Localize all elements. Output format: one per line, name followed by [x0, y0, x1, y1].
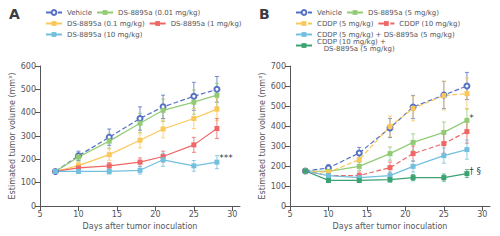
svg-text:200: 200 — [21, 155, 36, 164]
svg-text:600: 600 — [21, 62, 36, 71]
svg-text:300: 300 — [21, 132, 36, 141]
svg-text:† §: † § — [469, 166, 481, 176]
svg-text:DS-8895a (1 mg/kg): DS-8895a (1 mg/kg) — [171, 20, 242, 28]
svg-text:5: 5 — [287, 210, 292, 219]
svg-text:Estimated tumor volume (mm³): Estimated tumor volume (mm³) — [8, 73, 17, 200]
svg-text:DS-8895a (0.1 mg/kg): DS-8895a (0.1 mg/kg) — [67, 20, 145, 28]
svg-text:500: 500 — [21, 85, 36, 94]
svg-text:400: 400 — [271, 122, 286, 131]
svg-text:300: 300 — [271, 142, 286, 151]
svg-text:0: 0 — [31, 202, 36, 211]
svg-text:DS-8895a (5 mg/kg): DS-8895a (5 mg/kg) — [368, 9, 439, 17]
svg-text:Days after tumor inoculation: Days after tumor inoculation — [333, 222, 448, 231]
svg-text:***: *** — [219, 153, 233, 163]
svg-text:DS-8895a (0.01 mg/kg): DS-8895a (0.01 mg/kg) — [118, 9, 200, 17]
svg-text:20: 20 — [400, 210, 410, 219]
svg-text:Vehicle: Vehicle — [317, 9, 342, 17]
svg-text:400: 400 — [21, 108, 36, 117]
svg-text:DS-8895a (10 mg/kg): DS-8895a (10 mg/kg) — [67, 31, 143, 39]
svg-text:Vehicle: Vehicle — [67, 9, 92, 17]
svg-text:B: B — [259, 6, 270, 22]
svg-text:25: 25 — [189, 210, 199, 219]
svg-text:500: 500 — [271, 102, 286, 111]
svg-text:Estimated tumor volume (mm³): Estimated tumor volume (mm³) — [258, 73, 267, 200]
svg-text:0: 0 — [281, 202, 286, 211]
svg-text:30: 30 — [477, 210, 487, 219]
svg-text:700: 700 — [271, 62, 286, 71]
svg-text:5: 5 — [37, 210, 42, 219]
svg-text:CDDP (5 mg/kg): CDDP (5 mg/kg) — [317, 20, 374, 28]
svg-text:CDDP (5 mg/kg) + DS-8895a (5 m: CDDP (5 mg/kg) + DS-8895a (5 mg/kg) — [317, 30, 455, 39]
svg-text:DS-8895a (5 mg/kg): DS-8895a (5 mg/kg) — [317, 45, 395, 53]
svg-text:200: 200 — [271, 162, 286, 171]
svg-text:CDDP (10 mg/kg): CDDP (10 mg/kg) — [399, 20, 460, 28]
svg-text:*: * — [469, 113, 474, 123]
svg-text:CDDP (10 mg/kg) +: CDDP (10 mg/kg) + — [317, 38, 386, 46]
svg-text:30: 30 — [227, 210, 237, 219]
svg-text:10: 10 — [73, 210, 83, 219]
svg-text:10: 10 — [323, 210, 333, 219]
svg-text:Days after tumor inoculation: Days after tumor inoculation — [83, 222, 198, 231]
svg-text:600: 600 — [271, 82, 286, 91]
svg-text:A: A — [9, 6, 20, 22]
svg-text:100: 100 — [21, 178, 36, 187]
svg-text:15: 15 — [112, 210, 122, 219]
svg-text:15: 15 — [362, 210, 372, 219]
svg-text:20: 20 — [150, 210, 160, 219]
svg-text:25: 25 — [439, 210, 449, 219]
svg-text:100: 100 — [271, 182, 286, 191]
